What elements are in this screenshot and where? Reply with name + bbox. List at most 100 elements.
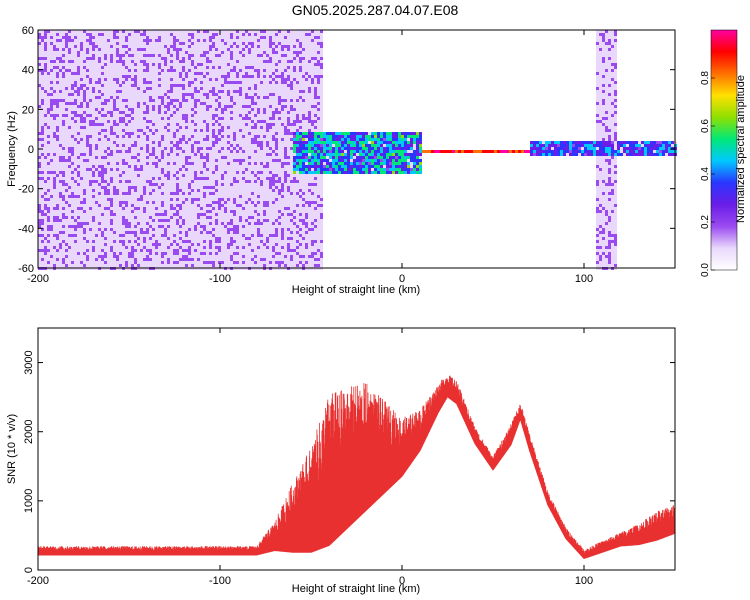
heatmap-cell xyxy=(44,204,47,207)
heatmap-cell xyxy=(176,246,179,249)
heatmap-cell xyxy=(101,117,104,120)
heatmap-cell xyxy=(77,72,80,75)
heatmap-cell xyxy=(119,144,122,147)
heatmap-cell xyxy=(92,186,95,189)
heatmap-cell xyxy=(206,39,209,42)
heatmap-cell xyxy=(62,42,65,45)
heatmap-cell xyxy=(83,141,86,144)
heatmap-cell xyxy=(125,234,128,237)
heatmap-cell xyxy=(167,216,170,219)
heatmap-cell xyxy=(86,240,89,243)
heatmap-cell xyxy=(167,45,170,48)
heatmap-cell xyxy=(98,177,101,180)
heatmap-cell xyxy=(77,216,80,219)
heatmap-cell xyxy=(71,105,74,108)
heatmap-cell xyxy=(62,180,65,183)
heatmap-cell xyxy=(113,249,116,252)
heatmap-cell xyxy=(116,183,119,186)
heatmap-cell xyxy=(143,51,146,54)
heatmap-cell xyxy=(152,33,155,36)
heatmap-cell xyxy=(68,33,71,36)
heatmap-cell xyxy=(107,135,110,138)
heatmap-cell xyxy=(167,57,170,60)
heatmap-cell xyxy=(68,159,71,162)
heatmap-cell xyxy=(185,252,188,255)
heatmap-cell xyxy=(95,189,98,192)
heatmap-cell xyxy=(62,198,65,201)
heatmap-cell xyxy=(71,45,74,48)
heatmap-cell xyxy=(149,33,152,36)
heatmap-cell xyxy=(101,75,104,78)
heatmap-cell xyxy=(134,93,137,96)
heatmap-cell xyxy=(206,117,209,120)
heatmap-cell xyxy=(59,96,62,99)
heatmap-cell xyxy=(77,132,80,135)
heatmap-cell xyxy=(98,264,101,267)
heatmap-cell xyxy=(59,78,62,81)
heatmap-cell xyxy=(83,69,86,72)
heatmap-cell xyxy=(152,234,155,237)
heatmap-cell xyxy=(71,99,74,102)
heatmap-cell xyxy=(92,99,95,102)
heatmap-cell xyxy=(77,108,80,111)
heatmap-cell xyxy=(95,72,98,75)
heatmap-cell xyxy=(152,42,155,45)
heatmap-cell xyxy=(149,138,152,141)
heatmap-cell xyxy=(161,51,164,54)
heatmap-cell xyxy=(74,126,77,129)
heatmap-cell xyxy=(185,72,188,75)
heatmap-cell xyxy=(119,57,122,60)
heatmap-cell xyxy=(65,72,68,75)
heatmap-cell xyxy=(221,42,224,45)
heatmap-cell xyxy=(176,186,179,189)
heatmap-cell xyxy=(140,171,143,174)
heatmap-cell xyxy=(44,195,47,198)
heatmap-cell xyxy=(98,81,101,84)
heatmap-cell xyxy=(149,132,152,135)
heatmap-cell xyxy=(140,48,143,51)
heatmap-cell xyxy=(140,255,143,258)
heatmap-cell xyxy=(110,90,113,93)
heatmap-cell xyxy=(212,225,215,228)
heatmap-cell xyxy=(158,33,161,36)
heatmap-cell xyxy=(158,138,161,141)
heatmap-cell xyxy=(188,246,191,249)
heatmap-cell xyxy=(182,246,185,249)
heatmap-cell xyxy=(65,195,68,198)
heatmap-cell xyxy=(206,171,209,174)
heatmap-cell xyxy=(191,162,194,165)
heatmap-cell xyxy=(59,213,62,216)
heatmap-cell xyxy=(65,54,68,57)
heatmap-cell xyxy=(125,108,128,111)
heatmap-cell xyxy=(116,240,119,243)
heatmap-cell xyxy=(95,123,98,126)
heatmap-cell xyxy=(173,177,176,180)
heatmap-cell xyxy=(209,90,212,93)
heatmap-cell xyxy=(62,63,65,66)
heatmap-cell xyxy=(50,144,53,147)
heatmap-cell xyxy=(206,96,209,99)
heatmap-cell xyxy=(167,171,170,174)
heatmap-cell xyxy=(143,240,146,243)
heatmap-cell xyxy=(212,165,215,168)
heatmap-cell xyxy=(221,234,224,237)
heatmap-cell xyxy=(101,180,104,183)
heatmap-cell xyxy=(221,165,224,168)
heatmap-cell xyxy=(182,42,185,45)
heatmap-cell xyxy=(95,165,98,168)
heatmap-cell xyxy=(191,237,194,240)
heatmap-cell xyxy=(80,234,83,237)
heatmap-cell xyxy=(44,150,47,153)
heatmap-cell xyxy=(44,180,47,183)
heatmap-cell xyxy=(221,183,224,186)
heatmap-cell xyxy=(74,168,77,171)
heatmap-cell xyxy=(134,120,137,123)
heatmap-cell xyxy=(182,195,185,198)
heatmap-cell xyxy=(200,246,203,249)
heatmap-cell xyxy=(134,231,137,234)
heatmap-cell xyxy=(92,165,95,168)
heatmap-cell xyxy=(83,150,86,153)
heatmap-cell xyxy=(200,189,203,192)
heatmap-cell xyxy=(95,237,98,240)
heatmap-cell xyxy=(122,60,125,63)
